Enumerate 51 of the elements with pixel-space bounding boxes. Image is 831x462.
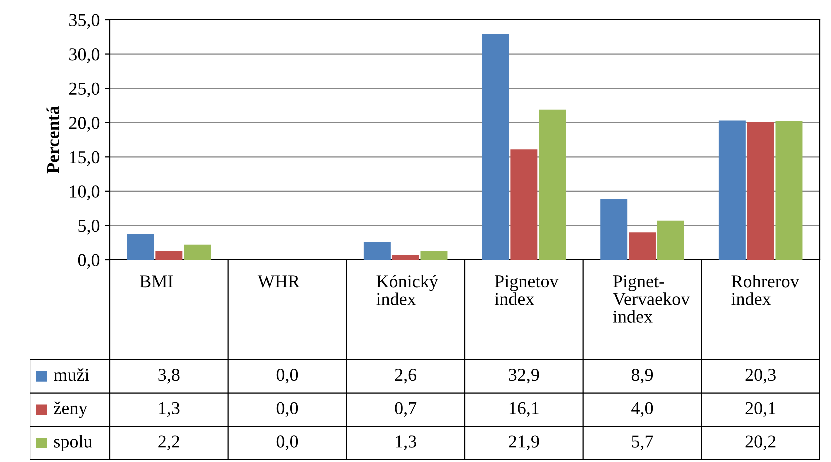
bar	[600, 198, 628, 260]
x-tick-label: BMI	[140, 276, 174, 288]
x-tick-label: Pignetov index	[494, 276, 559, 306]
bar	[482, 34, 510, 260]
data-label: 0,7	[395, 402, 417, 418]
x-tick-label: Rohrerov index	[732, 275, 800, 306]
bar	[629, 232, 656, 260]
data-label: 2,2	[158, 436, 180, 450]
data-label: 4,0	[632, 402, 654, 418]
x-tick-label: Kónický index	[376, 275, 438, 306]
y-tick-label: 5,0	[78, 220, 100, 235]
data-label: 5,7	[632, 436, 654, 450]
y-axis-title: Percentá	[46, 106, 60, 174]
data-label: 0,0	[276, 402, 298, 418]
data-label: 20,1	[746, 402, 776, 418]
bar	[747, 122, 774, 260]
y-tick-label: 0,0	[78, 254, 100, 270]
bar	[510, 150, 538, 260]
data-label: 21,9	[509, 436, 540, 450]
y-tick-label: 30,0	[70, 48, 100, 64]
bar	[156, 251, 183, 260]
legend-label: spolu	[54, 435, 92, 452]
bar	[657, 220, 684, 260]
bar	[184, 244, 212, 260]
y-tick-label: 25,0	[69, 82, 100, 98]
data-label: 1,3	[159, 402, 180, 418]
y-tick-label: 10,0	[70, 186, 100, 200]
data-label: 1,3	[396, 436, 416, 450]
data-label: 16,1	[510, 402, 539, 418]
y-tick-label: 15,0	[70, 151, 100, 166]
data-label: 32,9	[509, 369, 540, 384]
data-label: 2,6	[395, 369, 417, 384]
bar	[539, 110, 566, 260]
bar	[420, 251, 448, 260]
bar	[776, 121, 803, 260]
x-tick-label: Pignet- Vervaekov index	[613, 276, 690, 323]
bar	[364, 242, 391, 260]
y-tick-label: 35,0	[70, 14, 100, 30]
data-label: 8,9	[632, 369, 654, 384]
data-label: 0,0	[276, 436, 298, 450]
y-tick-label: 20,0	[69, 117, 100, 132]
data-label: 20,2	[746, 436, 776, 450]
bar	[392, 255, 420, 260]
data-label: 0,0	[276, 369, 298, 384]
data-label: 20,3	[746, 369, 776, 384]
x-tick-label: WHR	[258, 276, 300, 288]
bar	[718, 120, 746, 260]
bar	[127, 234, 154, 260]
legend-label: ženy	[54, 402, 88, 418]
legend-label: muži	[54, 368, 90, 382]
data-label: 3,8	[158, 369, 180, 384]
